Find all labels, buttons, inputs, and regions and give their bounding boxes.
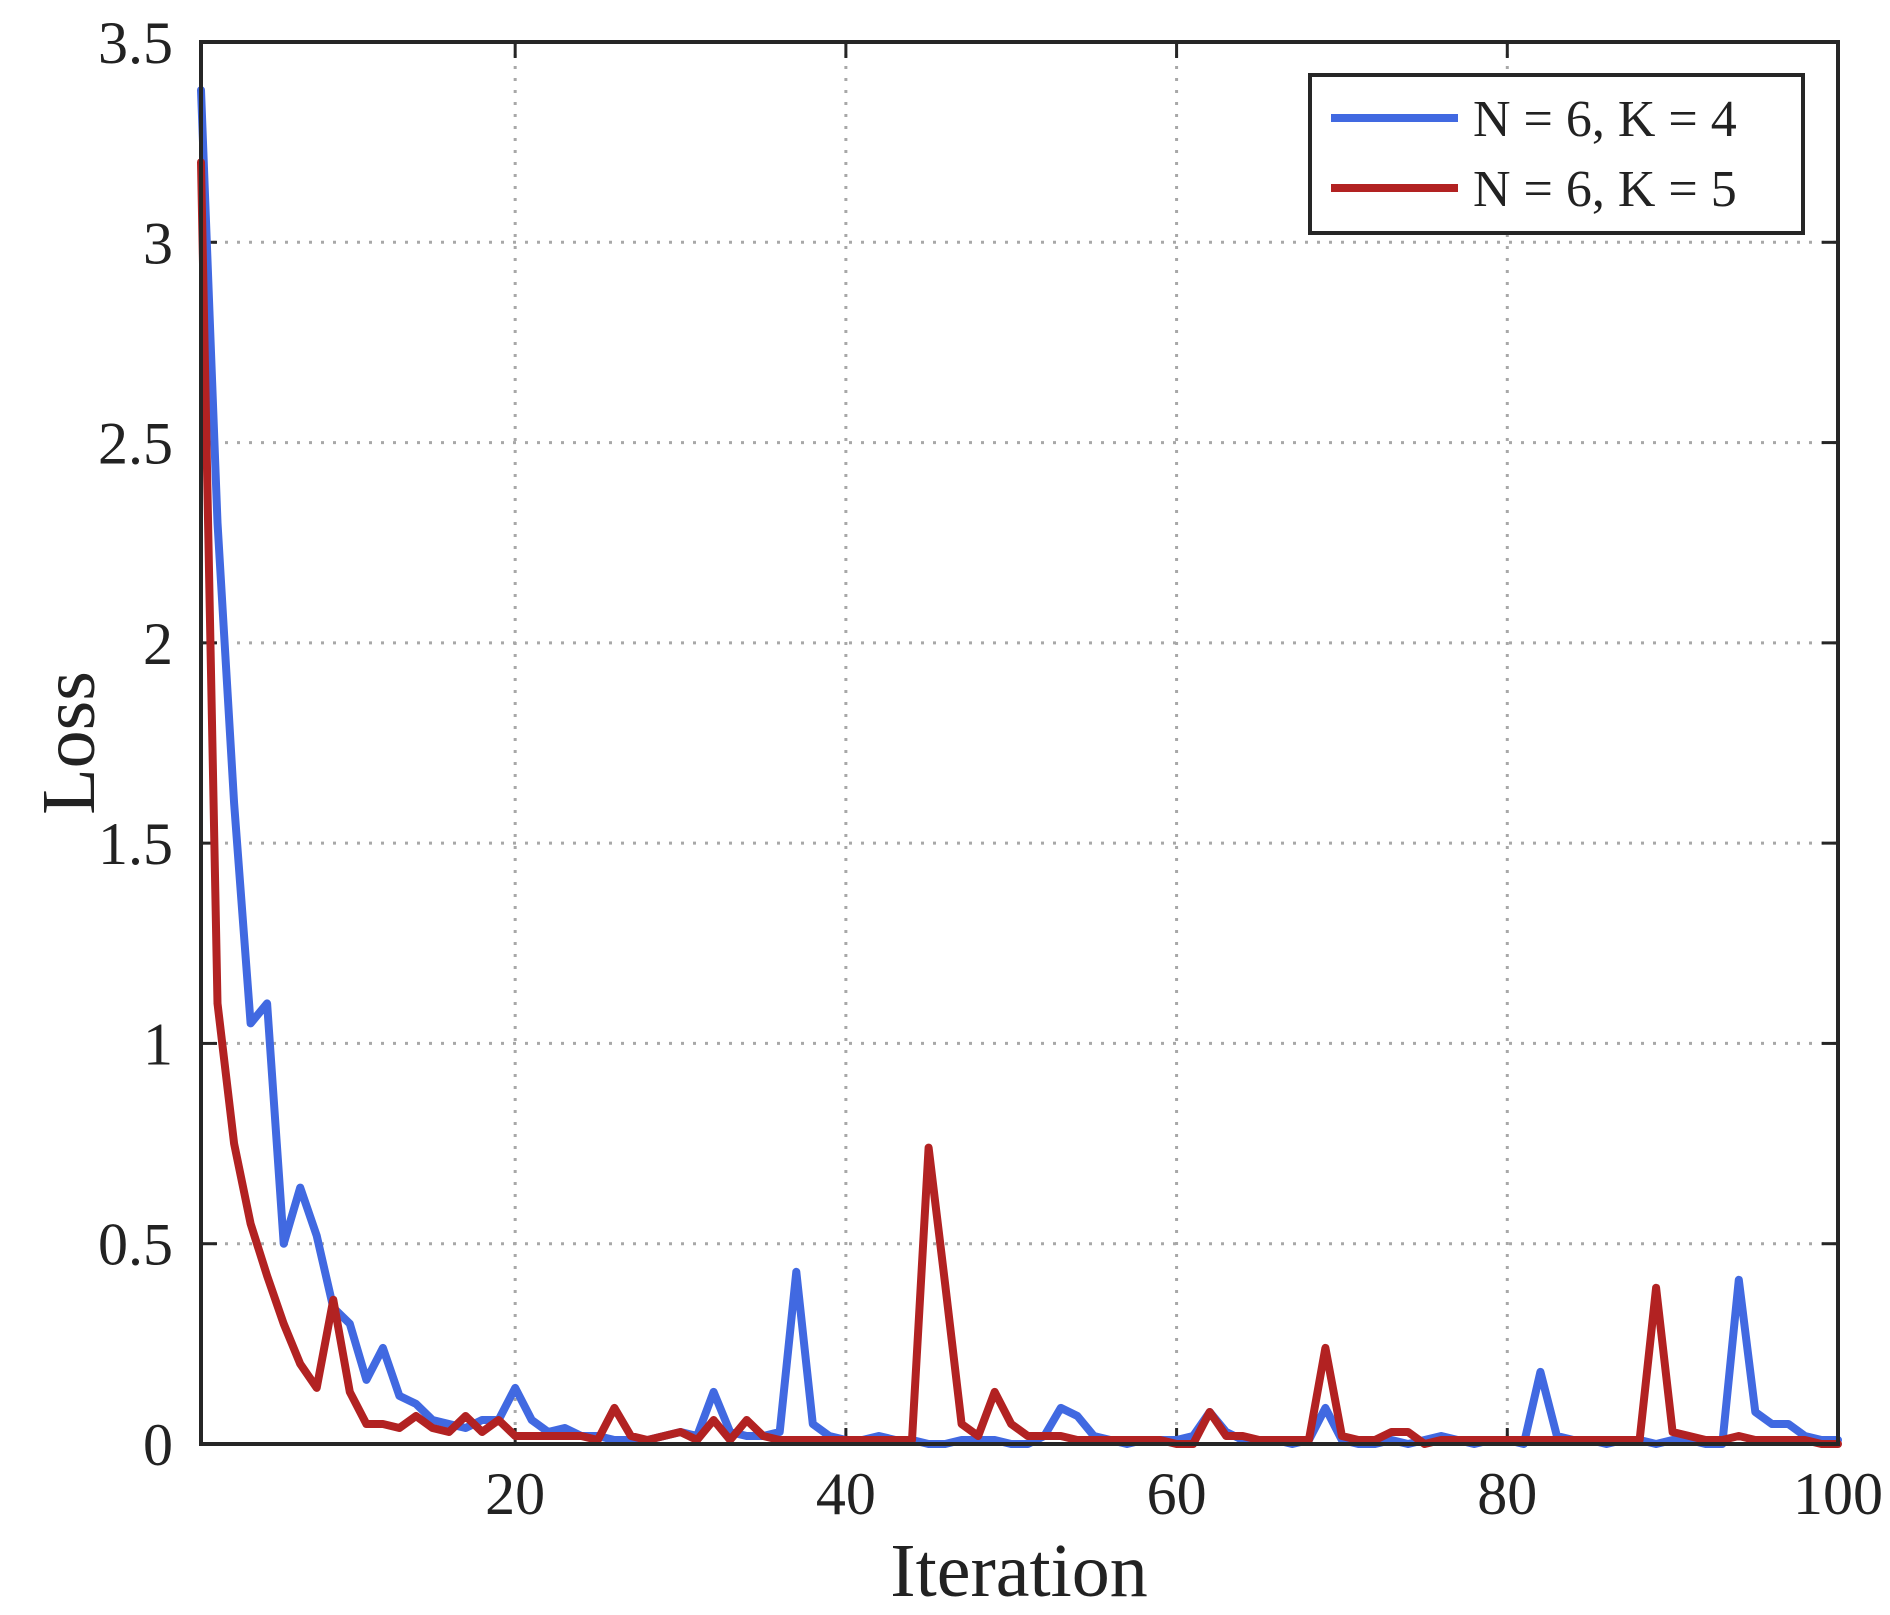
legend-label-series-2: N = 6, K = 5 <box>1473 161 1737 218</box>
x-tick-label: 80 <box>1477 1461 1537 1527</box>
x-tick-label: 60 <box>1147 1461 1207 1527</box>
x-tick-label: 20 <box>485 1461 545 1527</box>
x-tick-label: 40 <box>816 1461 876 1527</box>
plot-frame <box>199 40 1840 1446</box>
x-axis-title: Iteration <box>890 1529 1147 1613</box>
grid-lines <box>201 42 1838 1444</box>
y-axis-title: Loss <box>27 671 111 815</box>
plot-background <box>201 42 1838 1444</box>
legend-box <box>1308 73 1805 235</box>
legend-label-series-1: N = 6, K = 4 <box>1473 91 1737 148</box>
y-tick-label: 3 <box>143 210 173 276</box>
x-tick-label: 100 <box>1793 1461 1883 1527</box>
y-tick-label: 0.5 <box>98 1212 173 1278</box>
y-tick-label: 3.5 <box>98 10 173 76</box>
y-tick-label: 1 <box>143 1011 173 1077</box>
y-tick-label: 2.5 <box>98 411 173 477</box>
tick-labels: 20 40 60 80 100 0 0.5 1 1.5 2 2.5 3 3.5 <box>98 10 1883 1527</box>
series-line-2 <box>197 158 1842 1448</box>
y-tick-label: 2 <box>143 611 173 677</box>
legend: N = 6, K = 4 N = 6, K = 5 <box>1308 73 1805 235</box>
y-tick-label: 1.5 <box>98 811 173 877</box>
y-tick-label: 0 <box>143 1412 173 1478</box>
